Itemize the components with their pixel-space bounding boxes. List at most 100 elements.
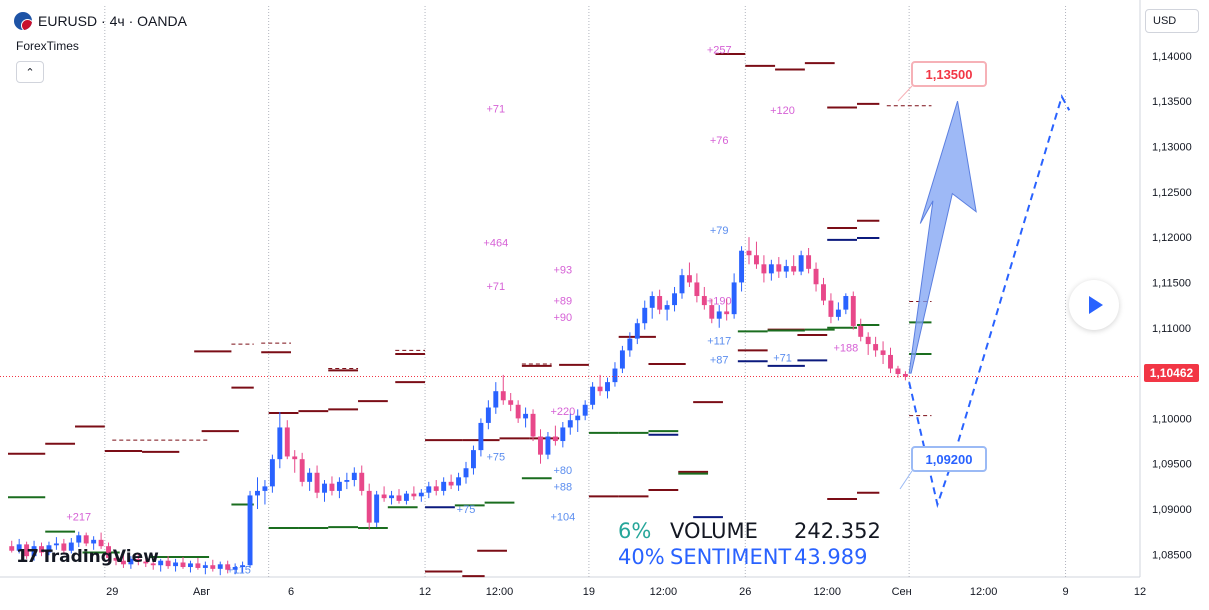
candle-body	[783, 266, 789, 272]
candle-body	[694, 282, 700, 297]
level-label: +71	[486, 281, 505, 293]
price-tick-label: 1,14000	[1152, 51, 1192, 63]
level-label: +88	[553, 481, 572, 493]
candle-body	[634, 323, 640, 339]
level-label: +93	[553, 265, 572, 277]
candle-body	[806, 255, 812, 269]
candle-body	[158, 560, 164, 566]
level-label: +71	[486, 103, 505, 115]
candle-body	[500, 391, 506, 401]
candle-body	[150, 563, 156, 566]
level-label: +220	[550, 406, 575, 418]
price-tick-label: 1,13500	[1152, 96, 1192, 108]
time-tick-label: 6	[288, 586, 294, 598]
candle-body	[24, 544, 30, 557]
candle-body	[411, 493, 417, 497]
candle-body	[768, 264, 774, 274]
candle-body	[538, 436, 543, 455]
level-label: +89	[553, 296, 572, 308]
candle-body	[858, 325, 864, 337]
level-label: +257	[707, 45, 732, 57]
currency-button[interactable]: USD	[1145, 9, 1199, 33]
candle-body	[754, 255, 759, 265]
level-label: +76	[710, 135, 729, 147]
candle-body	[888, 354, 893, 369]
candle-body	[590, 386, 596, 405]
target-connector	[897, 85, 913, 102]
time-tick-label: Сен	[892, 586, 912, 598]
candle-body	[798, 255, 804, 272]
candle-body	[284, 427, 290, 457]
target-box	[911, 61, 987, 87]
volume-label: VOLUME	[670, 519, 758, 543]
candle-body	[485, 407, 491, 423]
level-label: +104	[550, 511, 575, 523]
candle-body	[545, 436, 551, 455]
candle-body	[605, 382, 610, 392]
candle-body	[381, 494, 387, 499]
candle-body	[686, 275, 692, 283]
broker-name: OANDA	[137, 13, 187, 29]
candle-body	[106, 546, 111, 558]
candle-body	[329, 483, 335, 491]
candle-body	[98, 539, 104, 547]
time-tick-label: 9	[1062, 586, 1068, 598]
candle-body	[336, 481, 342, 491]
time-tick-label: 29	[106, 586, 118, 598]
candle-body	[269, 459, 275, 487]
target-label-down: 1,09200	[899, 446, 987, 490]
price-axis-panel	[1140, 0, 1209, 610]
candle-body	[880, 350, 886, 355]
candle-body	[463, 468, 469, 478]
candle-body	[902, 373, 908, 377]
tradingview-mark-icon: 17	[16, 546, 39, 567]
price-tick-label: 1,10000	[1152, 413, 1192, 425]
symbol-header[interactable]: EURUSD · 4ч · OANDA	[14, 12, 187, 30]
candle-body	[657, 296, 663, 310]
candle-body	[813, 268, 819, 285]
candle-body	[53, 543, 59, 546]
price-tick-label: 1,11000	[1152, 323, 1191, 335]
candle-body	[612, 368, 618, 383]
candle-body	[627, 338, 633, 351]
candle-body	[746, 250, 752, 256]
candle-body	[292, 456, 298, 460]
level-label: +190	[707, 296, 732, 308]
chevron-up-icon: ⌃	[25, 66, 35, 79]
play-button[interactable]	[1069, 280, 1119, 330]
candle-body	[389, 495, 394, 499]
candle-body	[225, 564, 231, 570]
target-value: 1,13500	[926, 67, 973, 82]
candle-body	[307, 472, 313, 482]
eu-us-flag-icon	[14, 12, 32, 30]
candle-body	[515, 404, 521, 419]
candle-body	[61, 543, 67, 551]
candle-body	[433, 486, 439, 491]
time-tick-label: 12:00	[813, 586, 841, 598]
candle-body	[560, 427, 566, 442]
price-tick-label: 1,12500	[1152, 187, 1192, 199]
current-price-tag: 1,10462	[1144, 364, 1199, 382]
candle-body	[113, 557, 119, 561]
price-tick-label: 1,09000	[1152, 504, 1192, 516]
timeframe: 4ч	[109, 13, 125, 29]
candle-body	[247, 495, 253, 566]
collapse-button[interactable]: ⌃	[16, 61, 44, 83]
level-label: +115	[227, 565, 251, 577]
level-label: +217	[66, 511, 91, 523]
candle-body	[322, 483, 327, 493]
time-tick-label: 12:00	[970, 586, 998, 598]
price-tick-label: 1,09500	[1152, 459, 1192, 471]
tradingview-logo[interactable]: 17 TradingView	[16, 546, 159, 567]
author-name[interactable]: ForexTimes	[16, 39, 79, 53]
dashed-projection-path	[908, 94, 1071, 509]
time-tick-label: 19	[583, 586, 595, 598]
sentiment-row: 40% SENTIMENT 43.989	[618, 544, 881, 570]
candle-body	[739, 250, 745, 283]
candle-body	[701, 296, 707, 306]
candle-body	[195, 563, 201, 568]
symbol-name: EURUSD	[38, 13, 98, 29]
candle-body	[135, 558, 141, 562]
